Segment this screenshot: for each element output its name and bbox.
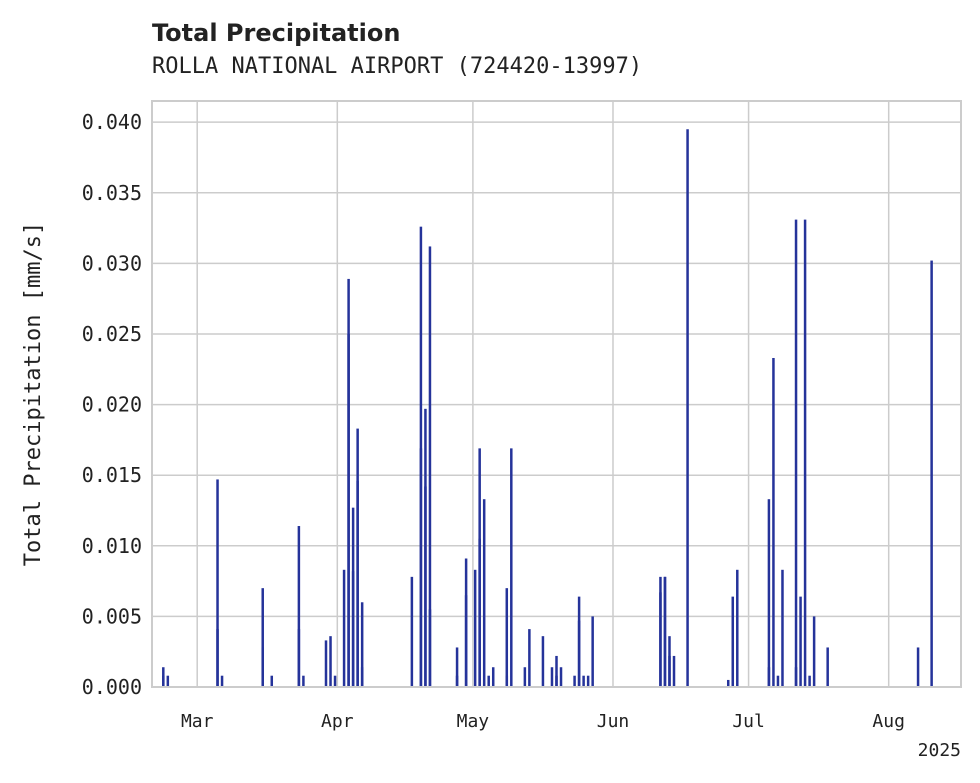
precip-bar (803, 219, 807, 687)
precip-bar (731, 596, 735, 687)
x-ticks: Mar Apr May Jun Jul Aug (181, 711, 905, 732)
y-axis-label: Total Precipitation [mm/s] (21, 222, 46, 566)
precip-bar (347, 333, 350, 687)
precip-bar (776, 675, 780, 687)
precip-bar (487, 675, 490, 687)
precip-bar (270, 675, 274, 687)
precip-bar (333, 675, 337, 687)
precip-bar (478, 538, 481, 687)
precip-bar (216, 629, 219, 687)
precip-bar (329, 636, 332, 687)
precip-bar (351, 571, 355, 687)
precip-bar (216, 479, 219, 687)
x-tick-label: Aug (872, 711, 905, 732)
x-year-label: 2025 (918, 740, 961, 761)
precip-bar (360, 667, 364, 687)
y-tick-label: 0.030 (82, 251, 142, 275)
precip-bar (686, 129, 689, 687)
y-ticks: 0.000 0.005 0.010 0.015 0.020 0.025 0.030 0.035… (82, 110, 142, 699)
precip-bar (220, 675, 224, 687)
precip-bar (261, 647, 264, 687)
precip-bar (663, 576, 667, 687)
precip-bar (767, 499, 771, 687)
y-tick-label: 0.040 (82, 110, 142, 134)
precip-bar (428, 609, 432, 687)
precip-bar (672, 655, 676, 687)
bars (162, 129, 933, 687)
precip-bar (555, 655, 558, 687)
precip-bar (162, 667, 165, 687)
precip-bar (781, 569, 784, 687)
precip-bar (356, 480, 359, 687)
y-tick-label: 0.020 (82, 393, 142, 417)
y-tick-label: 0.010 (82, 534, 142, 558)
precip-bar (324, 640, 328, 687)
precip-bar (916, 647, 920, 687)
precip-bar (482, 499, 486, 687)
plot-frame (151, 100, 962, 688)
precip-bar (659, 592, 662, 687)
precip-bar (360, 602, 364, 687)
precip-bar (419, 448, 423, 687)
precip-bar (573, 675, 576, 687)
precip-bar (261, 588, 264, 687)
precip-bar (523, 667, 527, 687)
y-tick-label: 0.015 (82, 463, 142, 487)
precip-bar (297, 526, 301, 687)
precip-bar (302, 675, 305, 687)
precip-bar (541, 636, 545, 687)
y-tick-label: 0.035 (82, 181, 142, 205)
y-tick-label: 0.000 (82, 675, 142, 699)
precip-bar (582, 675, 585, 687)
precip-bar (726, 679, 730, 687)
precip-bar (550, 667, 554, 687)
precip-bar (586, 675, 590, 687)
precip-bar (491, 667, 495, 687)
x-tick-label: May (457, 711, 490, 732)
precip-bar (166, 675, 170, 687)
precip-bar (591, 616, 594, 687)
precip-bar (464, 595, 468, 687)
x-tick-label: Mar (181, 711, 214, 732)
precip-bar (577, 620, 581, 687)
precip-bar (410, 576, 414, 687)
precip-bar (528, 629, 531, 687)
precip-bar (424, 408, 427, 687)
y-tick-label: 0.005 (82, 604, 142, 628)
precip-bar (799, 596, 802, 687)
precip-bar (455, 647, 459, 687)
precip-bar (736, 569, 739, 687)
precip-bar (812, 616, 816, 687)
grid (152, 101, 961, 688)
x-tick-label: Jul (732, 711, 765, 732)
chart-subtitle: ROLLA NATIONAL AIRPORT (724420-13997) (152, 54, 642, 79)
precip-bar (559, 667, 563, 687)
precip-bar (668, 636, 671, 687)
y-tick-label: 0.025 (82, 322, 142, 346)
chart-title: Total Precipitation (152, 19, 400, 47)
precip-bar (342, 569, 346, 687)
precip-bar (510, 448, 513, 687)
precip-bar (428, 246, 432, 687)
precip-bar (794, 219, 798, 687)
x-tick-label: Apr (321, 711, 354, 732)
precip-bar (505, 588, 509, 687)
precip-bar (808, 675, 811, 687)
precip-bar (930, 260, 933, 687)
precip-bar (297, 629, 301, 687)
precip-bar (473, 569, 477, 687)
x-tick-label: Jun (597, 711, 630, 732)
precip-bar (772, 357, 775, 687)
precip-bar (826, 647, 829, 687)
precip-bar (455, 675, 459, 687)
